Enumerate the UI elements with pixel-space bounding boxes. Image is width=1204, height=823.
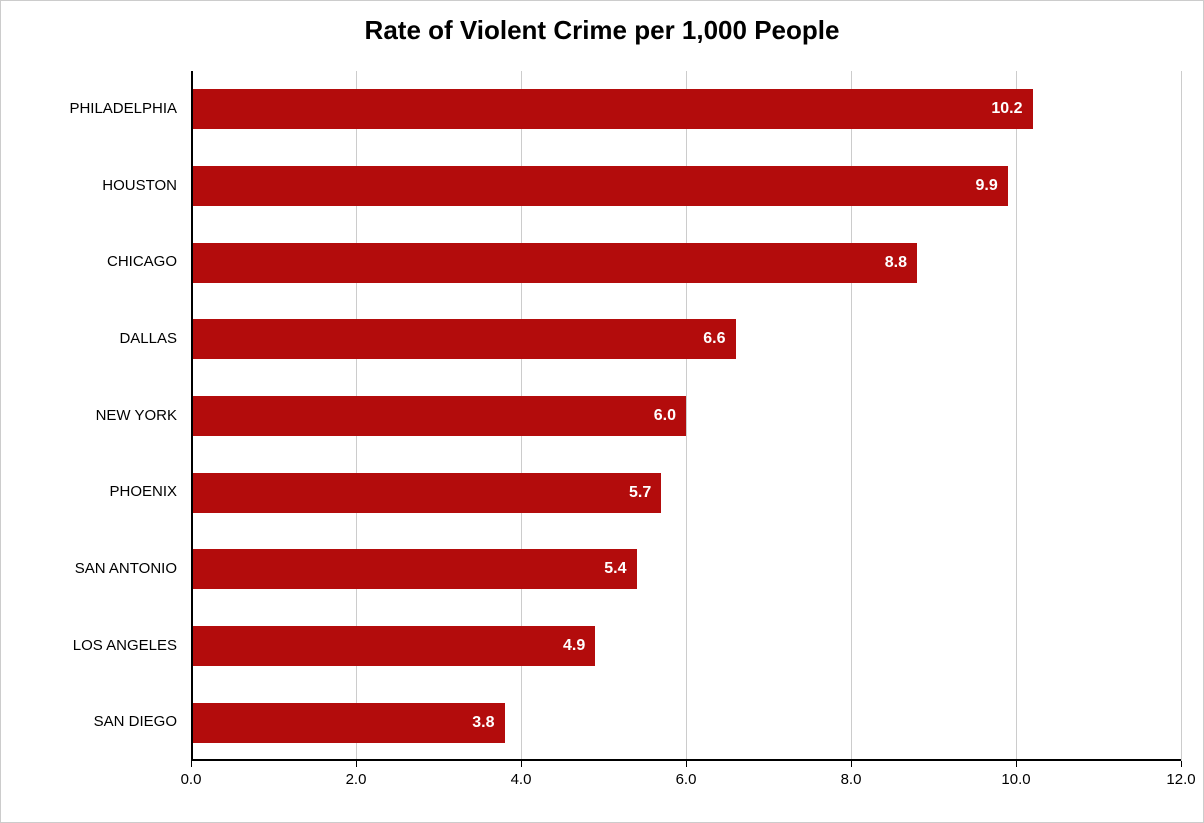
bar-row: 6.6 — [191, 301, 1181, 378]
y-axis-line — [191, 71, 193, 761]
x-axis-label: 4.0 — [511, 771, 532, 788]
x-tick — [686, 761, 687, 767]
chart-container: Rate of Violent Crime per 1,000 People P… — [0, 0, 1204, 823]
x-axis-line — [191, 759, 1181, 761]
chart-title: Rate of Violent Crime per 1,000 People — [1, 1, 1203, 46]
y-axis-label: HOUSTON — [1, 148, 177, 225]
x-axis-label: 10.0 — [1001, 771, 1030, 788]
bar: 6.0 — [191, 396, 686, 436]
gridline — [1181, 71, 1182, 761]
x-axis-label: 6.0 — [676, 771, 697, 788]
bar-value-label: 6.6 — [703, 330, 735, 348]
bar-row: 5.7 — [191, 454, 1181, 531]
bar-value-label: 3.8 — [472, 714, 504, 732]
bars-group: 10.2 9.9 8.8 6.6 6.0 5.7 5.4 4.9 3.8 — [191, 71, 1181, 761]
y-axis-labels: PHILADELPHIAHOUSTONCHICAGODALLASNEW YORK… — [1, 71, 177, 761]
y-axis-label: PHOENIX — [1, 454, 177, 531]
bar: 10.2 — [191, 89, 1033, 129]
bar: 8.8 — [191, 243, 917, 283]
bar-value-label: 8.8 — [885, 254, 917, 272]
bar-row: 3.8 — [191, 684, 1181, 761]
bar: 6.6 — [191, 319, 736, 359]
y-axis-label: SAN ANTONIO — [1, 531, 177, 608]
bar-value-label: 9.9 — [976, 177, 1008, 195]
bar-row: 9.9 — [191, 148, 1181, 225]
bar-value-label: 5.4 — [604, 560, 636, 578]
bar-value-label: 10.2 — [991, 100, 1032, 118]
plot-area: 10.2 9.9 8.8 6.6 6.0 5.7 5.4 4.9 3.8 — [191, 71, 1181, 761]
bar: 5.4 — [191, 549, 637, 589]
y-axis-label: LOS ANGELES — [1, 608, 177, 685]
x-tick — [521, 761, 522, 767]
bar-value-label: 4.9 — [563, 637, 595, 655]
x-axis-label: 12.0 — [1166, 771, 1195, 788]
x-axis-label: 2.0 — [346, 771, 367, 788]
y-axis-label: DALLAS — [1, 301, 177, 378]
y-axis-label: PHILADELPHIA — [1, 71, 177, 148]
bar-row: 5.4 — [191, 531, 1181, 608]
bar: 5.7 — [191, 473, 661, 513]
y-axis-label: CHICAGO — [1, 224, 177, 301]
bar-value-label: 5.7 — [629, 484, 661, 502]
bar-value-label: 6.0 — [654, 407, 686, 425]
x-axis-labels: 0.02.04.06.08.010.012.0 — [191, 771, 1181, 795]
x-axis-label: 8.0 — [841, 771, 862, 788]
x-axis-label: 0.0 — [181, 771, 202, 788]
x-tick — [1181, 761, 1182, 767]
bar-row: 8.8 — [191, 224, 1181, 301]
y-axis-label: NEW YORK — [1, 378, 177, 455]
x-tick — [1016, 761, 1017, 767]
bar-row: 10.2 — [191, 71, 1181, 148]
bar: 9.9 — [191, 166, 1008, 206]
bar-row: 4.9 — [191, 608, 1181, 685]
x-tick — [851, 761, 852, 767]
x-tick — [356, 761, 357, 767]
bar-row: 6.0 — [191, 378, 1181, 455]
x-tick — [191, 761, 192, 767]
bar: 4.9 — [191, 626, 595, 666]
y-axis-label: SAN DIEGO — [1, 684, 177, 761]
bar: 3.8 — [191, 703, 505, 743]
